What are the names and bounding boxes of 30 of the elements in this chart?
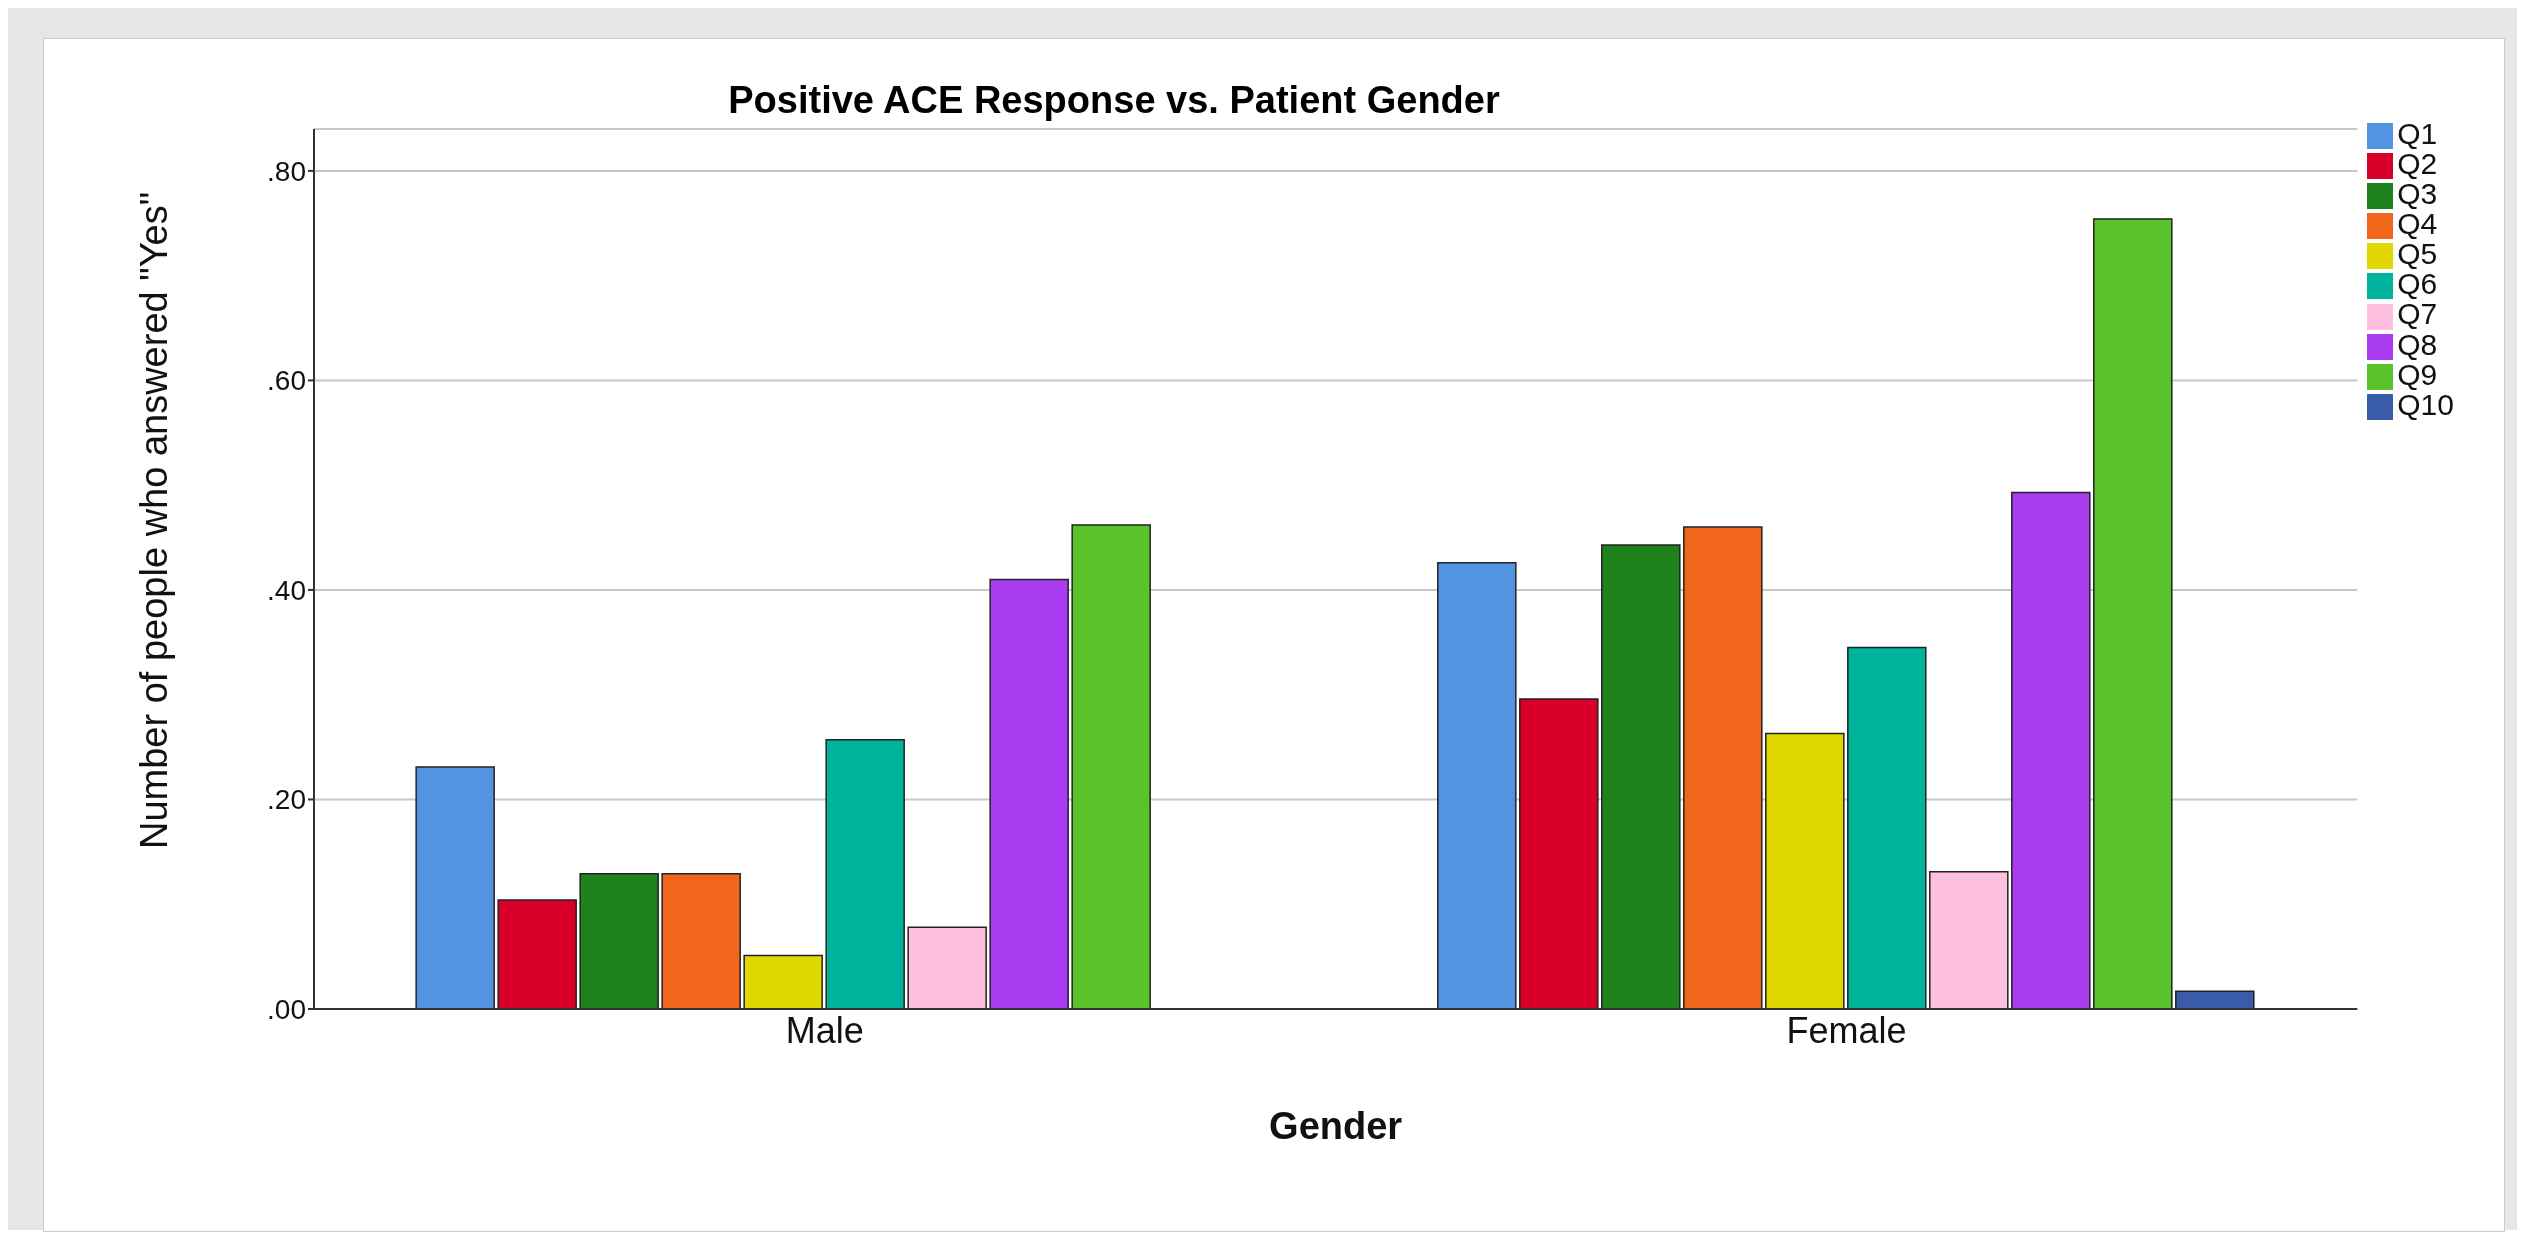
- bar: [1437, 561, 1517, 1009]
- y-axis-title: Number of people who answered "Yes": [133, 191, 176, 849]
- bar: [1683, 526, 1763, 1009]
- x-tick-label: Male: [785, 1009, 864, 1051]
- y-tick-label: .60: [267, 365, 306, 397]
- bar: [907, 926, 987, 1009]
- bar: [1071, 524, 1151, 1009]
- x-tick-label: Female: [1786, 1009, 1907, 1051]
- y-tick-label: .40: [267, 574, 306, 606]
- bar: [661, 873, 741, 1009]
- bar: [1519, 698, 1599, 1009]
- bar: [1847, 646, 1927, 1009]
- bar: [1929, 871, 2009, 1009]
- y-tick-label: .80: [267, 155, 306, 187]
- legend-label: Q1: [2397, 117, 2438, 150]
- bar: [1765, 732, 1845, 1009]
- bar: [2011, 491, 2091, 1009]
- bar: [497, 899, 577, 1009]
- chart-title: Positive ACE Response vs. Patient Gender: [727, 79, 1501, 122]
- y-tick-label: .20: [267, 784, 306, 816]
- bar: [743, 954, 823, 1009]
- bar: [825, 739, 905, 1009]
- bar: [2093, 218, 2173, 1009]
- bar: [2175, 990, 2255, 1009]
- x-axis-title: Gender: [1269, 1105, 1403, 1147]
- bar: [415, 766, 495, 1009]
- y-tick-label: .00: [267, 993, 306, 1025]
- bar: [989, 578, 1069, 1009]
- bar: [1601, 544, 1681, 1009]
- bar: [579, 873, 659, 1009]
